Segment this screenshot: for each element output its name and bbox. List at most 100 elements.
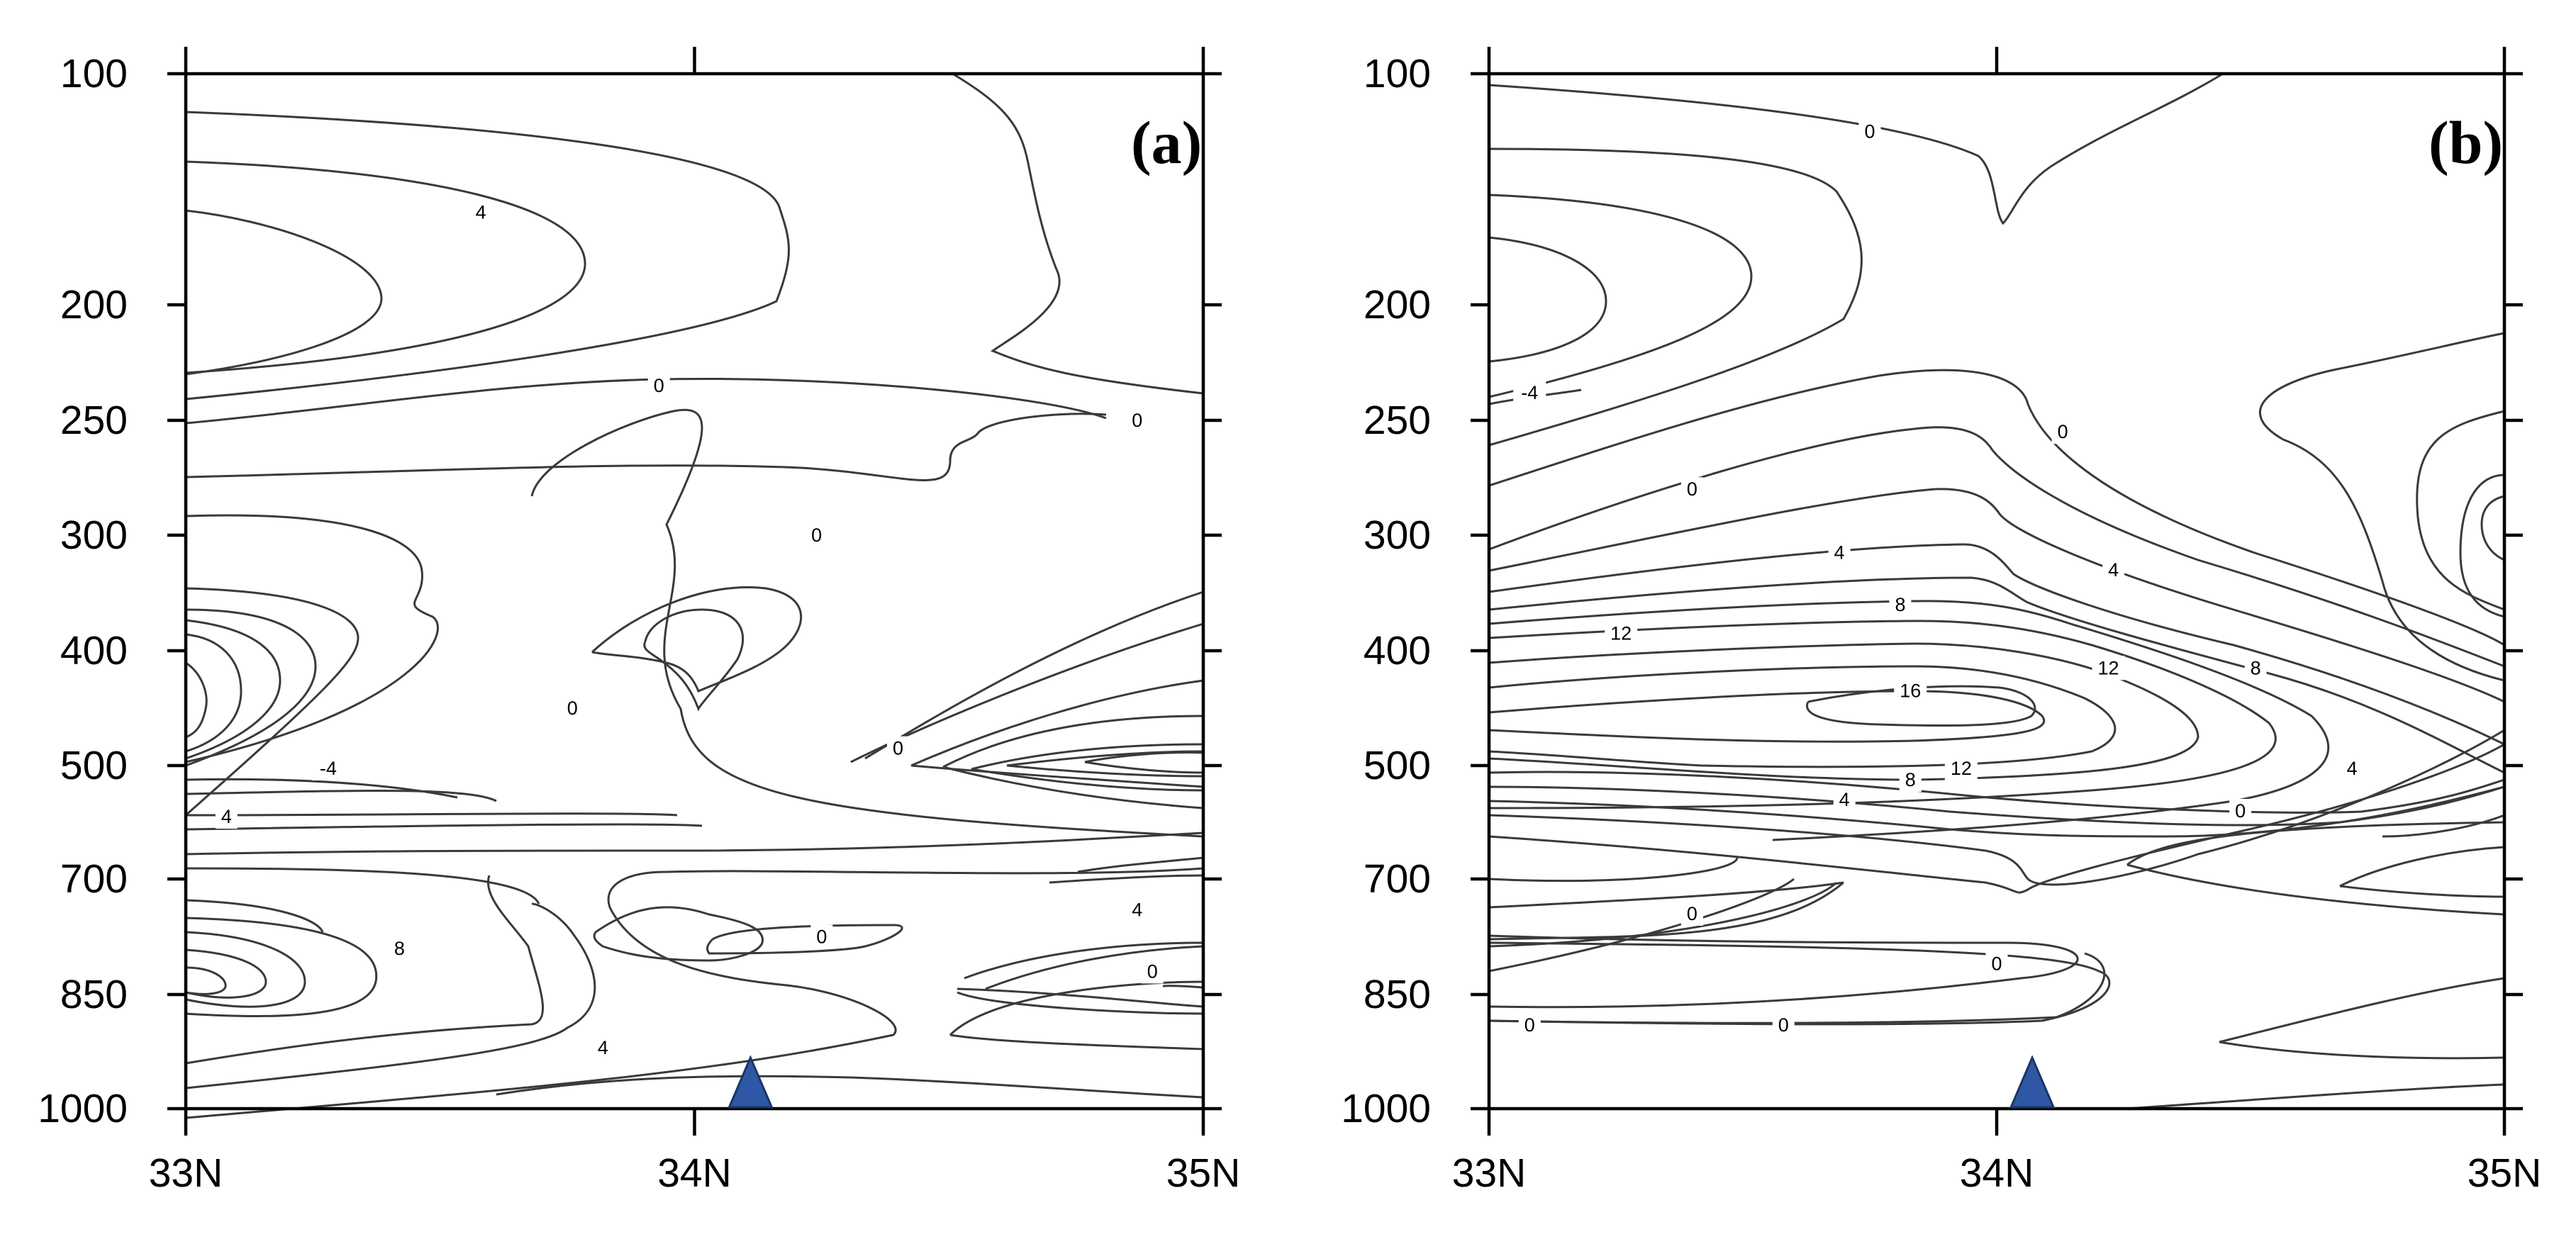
y-tick-label: 200: [60, 282, 128, 327]
contour-label-bg: [1985, 951, 2008, 976]
contour-label: 4: [2347, 758, 2358, 779]
y-tick-label: 850: [1364, 972, 1431, 1017]
contour-label: 4: [1834, 542, 1845, 563]
contour-label-bg: [1833, 788, 1856, 812]
contour-label: 0: [816, 926, 827, 948]
contour-label: 8: [394, 938, 405, 959]
contour-label-bg: [388, 936, 411, 960]
contour-label-bg: [1605, 621, 1638, 646]
contour-label: 0: [1687, 903, 1697, 924]
contour-label: 0: [2058, 421, 2068, 442]
contour-label: 0: [811, 525, 822, 546]
panel-label: (b): [2429, 108, 2503, 177]
contour-label: 0: [1778, 1014, 1789, 1036]
contour-label: 4: [221, 806, 232, 827]
y-tick-label: 1000: [38, 1086, 128, 1131]
y-tick-label: 700: [60, 856, 128, 902]
contour-label-bg: [1513, 380, 1546, 405]
contour-label-bg: [887, 736, 909, 761]
contour-label-bg: [2244, 656, 2267, 680]
y-tick-label: 500: [1364, 743, 1431, 788]
contour-label-bg: [2102, 557, 2125, 582]
contour-label: 12: [1610, 623, 1632, 644]
contour-label: 8: [1895, 594, 1905, 615]
contour-label: 12: [1951, 758, 1972, 779]
contour-lines: [1488, 72, 2505, 1110]
contour-label: 0: [1524, 1014, 1535, 1036]
location-marker: [2009, 1055, 2056, 1109]
contour-label: 8: [1905, 769, 1916, 790]
x-tick-label: 35N: [2468, 1150, 2542, 1196]
contour-label: 0: [1687, 478, 1697, 500]
contour-label-bg: [469, 200, 492, 225]
contour-label: 4: [1132, 899, 1142, 920]
x-tick-label: 33N: [149, 1150, 223, 1196]
contour-label-bg: [1899, 768, 1922, 792]
contour-label-bg: [591, 1036, 614, 1060]
contour-label: 0: [1991, 953, 2002, 975]
y-tick-label: 500: [60, 743, 128, 788]
contour-label: 12: [2097, 657, 2119, 678]
y-tick-label: 100: [60, 51, 128, 96]
contour-label: 4: [1839, 789, 1850, 810]
y-tick-label: 250: [1364, 398, 1431, 443]
contour-label-bg: [2229, 799, 2252, 823]
contour-label: 0: [654, 375, 664, 396]
y-tick-label: 400: [1364, 628, 1431, 673]
y-tick-label: 850: [60, 972, 128, 1017]
contour-label: -4: [320, 758, 337, 779]
contour-label: 4: [2108, 559, 2119, 581]
x-tick-label: 34N: [1960, 1150, 2034, 1196]
contour-label-bg: [311, 756, 345, 780]
panel-label: (a): [1131, 108, 1202, 177]
x-tick-label: 34N: [657, 1150, 732, 1196]
contour-label-bg: [1680, 477, 1703, 502]
location-marker: [727, 1055, 774, 1109]
contour-label-bg: [1126, 897, 1149, 922]
contour-label-bg: [1772, 1012, 1795, 1037]
contour-label-bg: [1141, 959, 1164, 984]
contour-label: 0: [1864, 121, 1875, 142]
contour-label-bg: [561, 696, 584, 720]
contour-label-bg: [1894, 678, 1927, 703]
contour-label: 16: [1900, 680, 1921, 702]
contour-label-bg: [810, 924, 833, 949]
contour-label: 8: [2251, 657, 2261, 678]
contour-label-bg: [1680, 901, 1703, 926]
contour-label-bg: [215, 805, 238, 829]
y-tick-label: 100: [1364, 51, 1431, 96]
contour-labels: 4 0 0 0 0 0 -4 4 8 0 4 0 4: [215, 200, 1164, 1060]
contour-label-bg: [2092, 656, 2125, 680]
y-tick-label: 700: [1364, 856, 1431, 902]
contour-label-bg: [1126, 408, 1149, 432]
contour-label: 0: [893, 738, 903, 759]
contour-label: 4: [476, 202, 486, 223]
contour-label-bg: [1889, 592, 1912, 617]
contour-label-bg: [805, 523, 828, 547]
contour-lines: [185, 73, 1204, 1119]
contour-label: 4: [598, 1037, 608, 1058]
contour-labels: 0 -4 0 0 4 4 8 12 16 12 8 12 8 4 4 0 0 0 0 0: [1513, 119, 2363, 1037]
y-tick-label: 200: [1364, 282, 1431, 327]
y-tick-label: 1000: [1341, 1086, 1431, 1131]
contour-label: 0: [2235, 800, 2246, 822]
x-tick-label: 33N: [1452, 1150, 1527, 1196]
contour-label-bg: [1518, 1012, 1541, 1037]
y-tick-label: 250: [60, 398, 128, 443]
contour-label: 0: [1132, 410, 1142, 431]
plot-frame: [184, 72, 1205, 1111]
contour-label-bg: [647, 374, 670, 398]
contour-label-bg: [1828, 540, 1851, 565]
contour-label-bg: [2051, 420, 2074, 444]
y-tick-label: 300: [1364, 513, 1431, 558]
contour-label: -4: [1521, 382, 1538, 403]
y-tick-label: 400: [60, 628, 128, 673]
contour-label-bg: [2341, 756, 2363, 780]
contour-label-bg: [1858, 119, 1881, 144]
y-tick-label: 300: [60, 513, 128, 558]
